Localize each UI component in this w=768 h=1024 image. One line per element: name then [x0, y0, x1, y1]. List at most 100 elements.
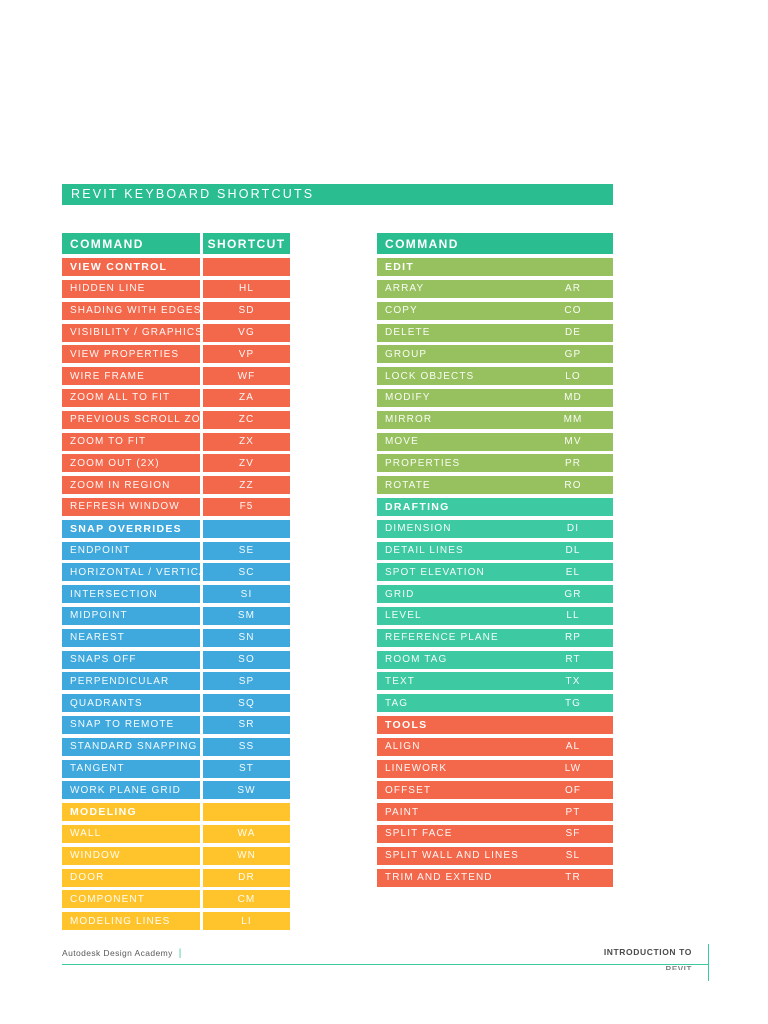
command-cell: ZOOM OUT (2X) [70, 457, 160, 469]
section-header-row: SNAP OVERRIDES [62, 519, 290, 538]
column-divider [200, 890, 203, 909]
title-banner: REVIT KEYBOARD SHORTCUTS [62, 184, 613, 205]
table-row: QUADRANTS SQ [62, 694, 290, 713]
table-row: ROOM TAG RT [377, 650, 613, 669]
column-divider [200, 519, 203, 538]
table-row: VISIBILITY / GRAPHICS VG [62, 323, 290, 342]
table-row: TANGENT ST [62, 759, 290, 778]
column-divider [200, 824, 203, 843]
section-header-row: TOOLS [377, 715, 613, 734]
command-cell: VISIBILITY / GRAPHICS [70, 327, 200, 339]
command-cell: SPOT ELEVATION [385, 566, 485, 578]
table-row: SPLIT WALL AND LINES SL [377, 846, 613, 865]
shortcut-cell: VG [238, 327, 255, 339]
column-divider [200, 345, 203, 364]
command-cell: ROTATE [385, 479, 431, 491]
command-cell: PERPENDICULAR [70, 675, 170, 687]
column-divider [200, 258, 203, 277]
command-cell: COPY [385, 305, 418, 317]
command-cell: PROPERTIES [385, 457, 461, 469]
table-row: SNAPS OFF SO [62, 650, 290, 669]
column-divider [200, 803, 203, 822]
table-row: PERPENDICULAR SP [62, 672, 290, 691]
table-row: ARRAY AR [377, 279, 613, 298]
shortcut-cell: RT [565, 654, 581, 666]
table-row: HORIZONTAL / VERTICAL SC [62, 563, 290, 582]
shortcut-cell: ZV [239, 457, 254, 469]
command-cell: LOCK OBJECTS [385, 370, 475, 382]
shortcut-cell: SW [237, 784, 256, 796]
section-header-row: DRAFTING [377, 497, 613, 516]
shortcut-cell: GR [564, 588, 582, 600]
table-row: PROPERTIES PR [377, 454, 613, 473]
shortcut-cell: MD [564, 392, 582, 404]
section-title: MODELING [70, 806, 137, 819]
shortcut-cell: SC [238, 566, 255, 578]
command-cell: ALIGN [385, 741, 421, 753]
shortcut-cell: SM [237, 610, 256, 622]
table-row: ENDPOINT SE [62, 541, 290, 560]
table-row: WORK PLANE GRID SW [62, 781, 290, 800]
table-row: COMPONENT CM [62, 890, 290, 909]
table-row: PREVIOUS SCROLL ZOOM ZC [62, 410, 290, 429]
column-divider [200, 279, 203, 298]
section-title: TOOLS [385, 718, 428, 731]
shortcut-cell: GP [564, 348, 582, 360]
section-title: EDIT [385, 261, 415, 274]
table-row: LEVEL LL [377, 606, 613, 625]
table-row: MIDPOINT SM [62, 606, 290, 625]
table-row: MODIFY MD [377, 388, 613, 407]
shortcut-cell: CM [237, 893, 256, 905]
command-cell: ZOOM IN REGION [70, 479, 171, 491]
shortcut-cell: SR [238, 719, 255, 731]
shortcut-cell: LO [565, 370, 581, 382]
shortcut-cell: WF [237, 370, 256, 382]
section-title: SNAP OVERRIDES [70, 522, 182, 535]
command-cell: WALL [70, 828, 102, 840]
shortcut-cell: SO [238, 654, 255, 666]
shortcut-cell: SQ [238, 697, 255, 709]
table-row: WALL WA [62, 824, 290, 843]
shortcut-cell: ZC [238, 414, 255, 426]
column-divider [200, 301, 203, 320]
shortcut-cell: DR [238, 872, 255, 883]
shortcut-cell: MM [563, 414, 583, 426]
shortcut-cell: EL [565, 566, 581, 578]
table-row: ZOOM ALL TO FIT ZA [62, 388, 290, 407]
command-cell: REFERENCE PLANE [385, 632, 499, 644]
shortcut-cell: ZZ [239, 479, 254, 491]
shortcut-cell: CO [564, 305, 582, 317]
column-divider [200, 497, 203, 516]
section-title: VIEW CONTROL [70, 261, 168, 274]
table-row: PAINT PT [377, 803, 613, 822]
command-cell: ZOOM TO FIT [70, 436, 147, 448]
column-divider [200, 628, 203, 647]
table-row: INTERSECTION SI [62, 585, 290, 604]
shortcut-cell: PT [565, 806, 581, 818]
column-divider [200, 912, 203, 931]
table-row: SPLIT FACE SF [377, 824, 613, 843]
footer-vertical-rule [708, 944, 709, 981]
column-divider [200, 476, 203, 495]
shortcut-cell: HL [239, 283, 254, 295]
command-cell: DELETE [385, 327, 431, 339]
column-divider [200, 694, 203, 713]
column-divider [200, 454, 203, 473]
command-cell: REFRESH WINDOW [70, 501, 180, 513]
table-row: GRID GR [377, 585, 613, 604]
command-cell: WINDOW [70, 850, 121, 862]
command-cell: HIDDEN LINE [70, 283, 146, 295]
column-divider [200, 759, 203, 778]
column-divider [200, 650, 203, 669]
column-divider [200, 606, 203, 625]
column-divider [200, 715, 203, 734]
shortcut-cell: LL [566, 610, 580, 622]
table-row: COPY CO [377, 301, 613, 320]
column-header-command: COMMAND [70, 236, 144, 251]
footer-pipe-divider: | [178, 948, 182, 959]
command-cell: QUADRANTS [70, 697, 143, 709]
command-cell: TRIM AND EXTEND [385, 872, 493, 883]
command-cell: MODELING LINES [70, 915, 171, 927]
shortcut-cell: SD [238, 305, 255, 317]
